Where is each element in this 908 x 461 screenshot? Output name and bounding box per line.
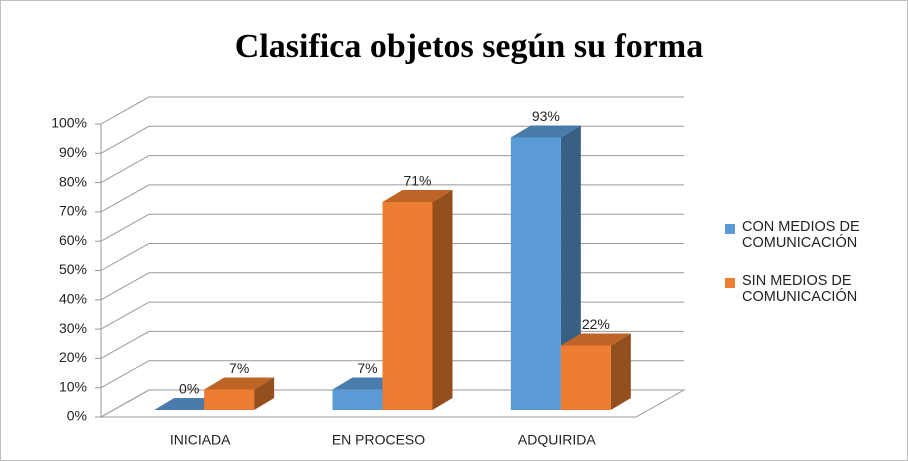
- grid-line: [100, 184, 684, 213]
- y-tick-label: 30%: [59, 320, 87, 336]
- legend-swatch: [725, 278, 735, 288]
- grid-line: [100, 243, 684, 271]
- bar: [560, 333, 631, 410]
- legend: CON MEDIOS DE COMUNICACIÓN SIN MEDIOS DE …: [725, 219, 900, 327]
- bar-front: [332, 389, 383, 410]
- bar: [204, 377, 275, 410]
- y-tick-label: 10%: [59, 378, 87, 394]
- bar-top: [204, 377, 275, 390]
- y-tick-label: 0%: [67, 408, 87, 424]
- y-tick-label: 50%: [59, 261, 87, 277]
- grid-line: [100, 125, 684, 154]
- bar-side: [610, 333, 631, 410]
- x-tick-label: INICIADA: [170, 432, 231, 448]
- bar-side: [254, 377, 275, 410]
- x-tick-label: EN PROCESO: [332, 432, 425, 448]
- legend-label: SIN MEDIOS DE COMUNICACIÓN: [742, 273, 858, 305]
- grid-line: [100, 360, 684, 389]
- y-tick-label: 80%: [59, 173, 87, 189]
- legend-swatch: [725, 224, 735, 234]
- bar-top: [510, 125, 581, 138]
- bar-front: [382, 201, 433, 410]
- value-label: 0%: [179, 381, 199, 397]
- grid-line: [100, 213, 684, 242]
- y-tick-label: 20%: [59, 349, 87, 365]
- grid-line: [100, 330, 684, 359]
- value-label: 7%: [229, 360, 249, 376]
- legend-item: CON MEDIOS DE COMUNICACIÓN: [725, 219, 900, 251]
- grid-line: [100, 155, 684, 184]
- bar-front: [204, 389, 255, 410]
- grid-line: [100, 301, 684, 330]
- grid-line: [100, 96, 684, 125]
- value-label: 22%: [582, 316, 610, 332]
- legend-label: CON MEDIOS DE COMUNICACIÓN: [742, 219, 860, 251]
- y-tick-label: 100%: [51, 115, 87, 131]
- value-label: 7%: [357, 360, 377, 376]
- y-tick-label: 60%: [59, 232, 87, 248]
- grid-line: [100, 389, 684, 418]
- y-tick-label: 70%: [59, 203, 87, 219]
- y-tick-label: 40%: [59, 291, 87, 307]
- bar-top: [382, 189, 453, 202]
- bar: [510, 125, 581, 410]
- grid-line: [100, 272, 684, 301]
- x-tick-label: ADQUIRIDA: [518, 432, 596, 448]
- bar-top: [560, 333, 631, 346]
- bar-side: [432, 189, 453, 410]
- bar-front: [560, 345, 611, 410]
- legend-item: SIN MEDIOS DE COMUNICACIÓN: [725, 273, 900, 305]
- bar-front: [510, 137, 561, 410]
- bar: [382, 189, 453, 410]
- value-label: 71%: [403, 173, 431, 189]
- y-tick-label: 90%: [59, 144, 87, 160]
- value-label: 93%: [532, 108, 560, 124]
- chart-title: Clasifica objetos según su forma: [235, 28, 703, 65]
